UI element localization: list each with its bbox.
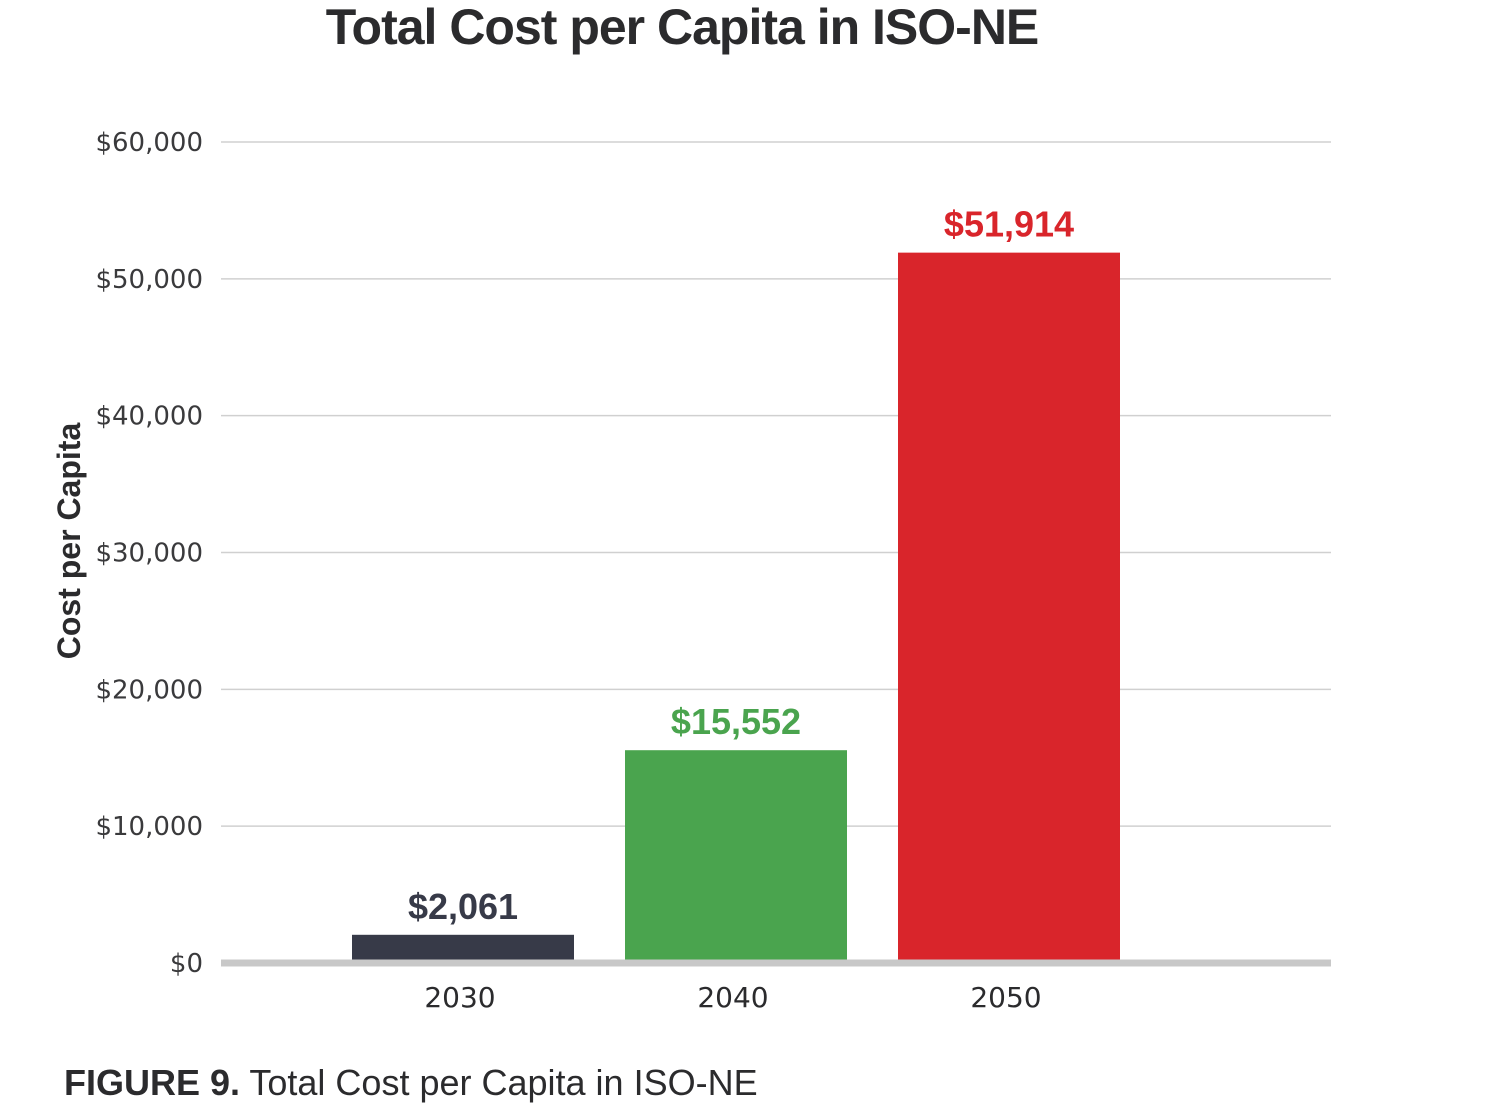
x-axis-ticks: 2030 2040 2050 <box>424 981 1041 1014</box>
gridlines <box>221 141 1331 827</box>
bar-2030 <box>352 934 574 963</box>
y-tick-label: $60,000 <box>95 128 203 158</box>
x-tick-label-2030: 2030 <box>424 981 495 1014</box>
data-label-2040: $15,552 <box>671 701 801 742</box>
bar-2050 <box>898 252 1120 963</box>
data-label-2050: $51,914 <box>944 204 1074 245</box>
y-tick-label: $10,000 <box>95 812 203 842</box>
y-tick-label: $0 <box>170 949 203 979</box>
data-label-2030: $2,061 <box>408 886 518 927</box>
y-tick-label: $40,000 <box>95 402 203 432</box>
bar-chart: Total Cost per Capita in ISO-NE Cost per… <box>51 0 1331 1014</box>
figure-caption-text: Total Cost per Capita in ISO-NE <box>240 1062 758 1103</box>
figure-caption: FIGURE 9. Total Cost per Capita in ISO-N… <box>64 1062 758 1104</box>
bars <box>352 252 1120 963</box>
x-tick-label-2050: 2050 <box>970 981 1041 1014</box>
y-axis-ticks: $0 $10,000 $20,000 $30,000 $40,000 $50,000 $60… <box>95 128 203 979</box>
chart-title: Total Cost per Capita in ISO-NE <box>326 0 1039 55</box>
data-labels: $2,061 $15,552 $51,914 <box>408 204 1074 927</box>
y-tick-label: $30,000 <box>95 539 203 569</box>
y-tick-label: $50,000 <box>95 265 203 295</box>
x-tick-label-2040: 2040 <box>697 981 768 1014</box>
figure-caption-label: FIGURE 9. <box>64 1062 241 1103</box>
bar-2040 <box>625 750 847 963</box>
y-tick-label: $20,000 <box>95 675 203 705</box>
y-axis-label: Cost per Capita <box>51 423 87 660</box>
